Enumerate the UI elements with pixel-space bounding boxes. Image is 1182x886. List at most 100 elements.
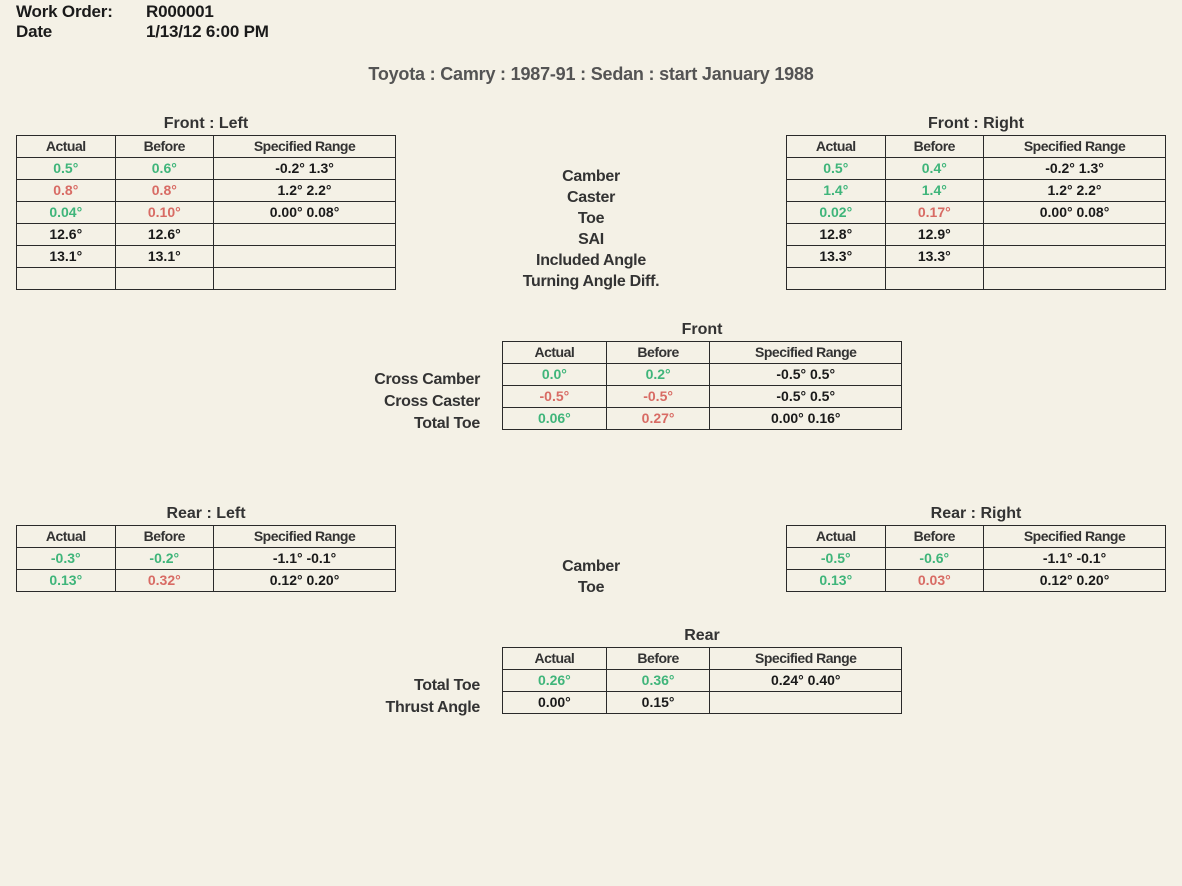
cell-before: 13.1° — [115, 246, 214, 268]
rear-summary-labels: Total ToeThrust Angle — [280, 627, 502, 719]
cell-before: 0.03° — [885, 570, 984, 592]
cell-spec — [214, 224, 396, 246]
col-header-before: Before — [606, 648, 710, 670]
table-row: 0.13°0.32°0.12° 0.20° — [17, 570, 396, 592]
cell-actual: 0.06° — [503, 408, 607, 430]
row-label: Camber — [466, 555, 716, 576]
rear-summary-table: ActualBeforeSpecified Range0.26°0.36°0.2… — [502, 647, 902, 714]
cell-spec: 0.24° 0.40° — [710, 670, 902, 692]
cell-actual: 1.4° — [787, 180, 886, 202]
table-row: 0.06°0.27°0.00° 0.16° — [503, 408, 902, 430]
cell-spec: -1.1° -0.1° — [214, 548, 396, 570]
cell-before: 12.9° — [885, 224, 984, 246]
col-header-actual: Actual — [787, 136, 886, 158]
cell-spec: 0.12° 0.20° — [984, 570, 1166, 592]
cell-spec: 1.2° 2.2° — [214, 180, 396, 202]
front-summary-labels: Cross CamberCross CasterTotal Toe — [280, 321, 502, 435]
col-header-actual: Actual — [17, 526, 116, 548]
table-row: 0.13°0.03°0.12° 0.20° — [787, 570, 1166, 592]
cell-before: 0.2° — [606, 364, 710, 386]
cell-before: -0.6° — [885, 548, 984, 570]
front-right-table: ActualBeforeSpecified Range0.5°0.4°-0.2°… — [786, 135, 1166, 290]
cell-spec: 1.2° 2.2° — [984, 180, 1166, 202]
cell-spec — [214, 268, 396, 290]
front-summary-table: ActualBeforeSpecified Range0.0°0.2°-0.5°… — [502, 341, 902, 430]
front-summary-title: Front — [502, 321, 902, 339]
table-row: 0.04°0.10°0.00° 0.08° — [17, 202, 396, 224]
row-label: Total Toe — [280, 675, 480, 697]
col-header-before: Before — [606, 342, 710, 364]
table-row — [17, 268, 396, 290]
col-header-actual: Actual — [17, 136, 116, 158]
vehicle-title: Toyota : Camry : 1987-91 : Sedan : start… — [16, 64, 1166, 85]
col-header-spec: Specified Range — [214, 136, 396, 158]
date-value: 1/13/12 6:00 PM — [146, 22, 269, 42]
cell-actual: 0.02° — [787, 202, 886, 224]
cell-spec: 0.00° 0.16° — [710, 408, 902, 430]
cell-spec: -0.2° 1.3° — [214, 158, 396, 180]
cell-before: 0.4° — [885, 158, 984, 180]
cell-actual: 0.04° — [17, 202, 116, 224]
cell-actual: 13.1° — [17, 246, 116, 268]
cell-spec: -0.5° 0.5° — [710, 364, 902, 386]
col-header-before: Before — [115, 136, 214, 158]
front-right-title: Front : Right — [786, 115, 1166, 133]
cell-before: 0.27° — [606, 408, 710, 430]
front-center-labels: CamberCasterToeSAIIncluded AngleTurning … — [466, 115, 716, 291]
cell-actual: 0.0° — [503, 364, 607, 386]
col-header-before: Before — [885, 526, 984, 548]
cell-actual: 0.8° — [17, 180, 116, 202]
table-row: 0.5°0.4°-0.2° 1.3° — [787, 158, 1166, 180]
cell-spec: -0.5° 0.5° — [710, 386, 902, 408]
cell-before: 1.4° — [885, 180, 984, 202]
cell-before: 0.10° — [115, 202, 214, 224]
cell-actual: 0.5° — [17, 158, 116, 180]
table-row: 12.6°12.6° — [17, 224, 396, 246]
col-header-before: Before — [885, 136, 984, 158]
cell-actual: 13.3° — [787, 246, 886, 268]
table-row: 0.26°0.36°0.24° 0.40° — [503, 670, 902, 692]
rear-right-title: Rear : Right — [786, 505, 1166, 523]
cell-before: 0.15° — [606, 692, 710, 714]
col-header-actual: Actual — [503, 342, 607, 364]
cell-before: 0.17° — [885, 202, 984, 224]
cell-before: 12.6° — [115, 224, 214, 246]
cell-before: 0.36° — [606, 670, 710, 692]
cell-actual: 0.26° — [503, 670, 607, 692]
cell-actual: 12.6° — [17, 224, 116, 246]
work-order-label: Work Order: — [16, 2, 146, 22]
cell-spec — [710, 692, 902, 714]
cell-actual: 12.8° — [787, 224, 886, 246]
cell-before — [115, 268, 214, 290]
table-row: 0.0°0.2°-0.5° 0.5° — [503, 364, 902, 386]
row-label: Thrust Angle — [280, 697, 480, 719]
row-label: Toe — [466, 207, 716, 228]
table-row: 0.00°0.15° — [503, 692, 902, 714]
cell-spec: -0.2° 1.3° — [984, 158, 1166, 180]
col-header-spec: Specified Range — [214, 526, 396, 548]
cell-actual: -0.3° — [17, 548, 116, 570]
row-label: Cross Caster — [280, 391, 480, 413]
cell-spec: 0.00° 0.08° — [214, 202, 396, 224]
cell-before: 13.3° — [885, 246, 984, 268]
table-row: 0.8°0.8°1.2° 2.2° — [17, 180, 396, 202]
table-row: 13.1°13.1° — [17, 246, 396, 268]
cell-actual: -0.5° — [503, 386, 607, 408]
row-label: Camber — [466, 165, 716, 186]
col-header-spec: Specified Range — [710, 648, 902, 670]
cell-before — [885, 268, 984, 290]
row-label: Toe — [466, 576, 716, 597]
cell-actual: 0.13° — [787, 570, 886, 592]
row-label: SAI — [466, 228, 716, 249]
cell-spec: -1.1° -0.1° — [984, 548, 1166, 570]
col-header-before: Before — [115, 526, 214, 548]
row-label: Caster — [466, 186, 716, 207]
table-row: 12.8°12.9° — [787, 224, 1166, 246]
table-row: -0.5°-0.5°-0.5° 0.5° — [503, 386, 902, 408]
col-header-spec: Specified Range — [710, 342, 902, 364]
rear-summary-title: Rear — [502, 627, 902, 645]
row-label: Turning Angle Diff. — [466, 270, 716, 291]
cell-actual: 0.13° — [17, 570, 116, 592]
rear-right-table: ActualBeforeSpecified Range-0.5°-0.6°-1.… — [786, 525, 1166, 592]
table-row: 0.02°0.17°0.00° 0.08° — [787, 202, 1166, 224]
